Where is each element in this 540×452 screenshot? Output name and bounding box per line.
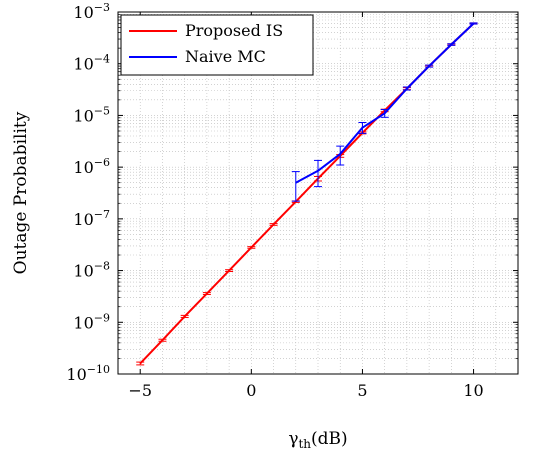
plot-frame (117, 11, 519, 375)
y-tick-label: 10−4 (73, 53, 110, 74)
x-tick-label: 0 (246, 381, 256, 400)
y-tick-label: 10−5 (73, 104, 110, 125)
legend: Proposed IS Naive MC (120, 14, 314, 76)
x-tick-label: 5 (357, 381, 367, 400)
x-tick-label: 10 (463, 381, 483, 400)
legend-box (120, 14, 314, 76)
x-axis-label-sub: th (298, 437, 311, 451)
x-tick-label: −5 (128, 381, 152, 400)
x-axis-label-unit: (dB) (311, 429, 348, 449)
y-tick-label: 10−8 (73, 260, 110, 281)
x-axis-label: γth(dB) (288, 429, 347, 451)
series-naive-mc (291, 22, 478, 202)
y-tick-label: 10−6 (73, 156, 110, 177)
y-tick-label: 10−9 (73, 311, 110, 332)
y-axis-label: Outage Probability (11, 111, 31, 274)
y-tick-label: 10−10 (66, 363, 110, 384)
y-tick-label: 10−7 (73, 208, 110, 229)
x-axis-label-main: γ (288, 429, 298, 449)
y-tick-label: 10−3 (73, 1, 110, 22)
series-layer (136, 22, 478, 366)
legend-label-naive-mc: Naive MC (185, 47, 266, 66)
legend-label-proposed-is: Proposed IS (185, 21, 283, 40)
y-axis-label-text: Outage Probability (11, 111, 31, 274)
series-line-naive-mc (295, 22, 475, 184)
